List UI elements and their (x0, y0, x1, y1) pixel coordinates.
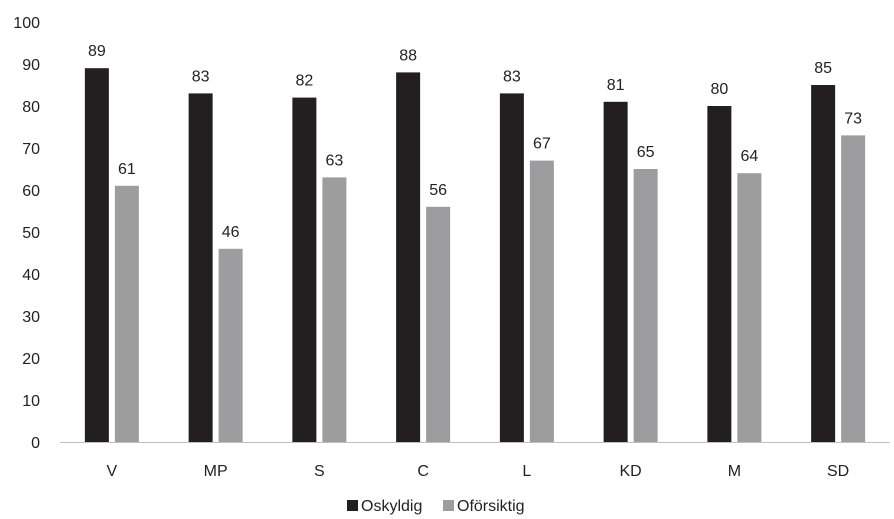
bar-series-2 (841, 135, 866, 442)
y-tick-label: 40 (22, 267, 40, 284)
data-label: 88 (399, 47, 417, 64)
data-labels: 89 61 83 46 82 63 88 56 83 67 81 65 80 64 85 73 (88, 43, 862, 241)
y-tick-label: 50 (22, 225, 40, 242)
x-tick-label: M (728, 463, 741, 480)
data-label: 85 (814, 60, 832, 77)
legend-label: Oskyldig (361, 498, 422, 515)
bar-series-2 (218, 248, 243, 442)
legend-swatch (443, 500, 454, 511)
y-axis: 0 10 20 30 40 50 60 70 80 90 100 (13, 15, 40, 452)
legend-swatch (347, 500, 358, 511)
data-label: 81 (607, 77, 625, 94)
bar-series-1 (188, 93, 213, 443)
x-axis: V MP S C L KD M SD (107, 463, 850, 480)
data-label: 46 (222, 224, 240, 241)
x-tick-label: L (522, 463, 531, 480)
bar-series-2 (529, 160, 554, 442)
data-label: 83 (503, 68, 521, 85)
data-label: 67 (533, 136, 551, 153)
bar-series-2 (737, 173, 762, 442)
data-label: 82 (295, 73, 313, 90)
legend-label: Oförsiktig (457, 498, 525, 515)
legend: Oskyldig Oförsiktig (347, 498, 525, 515)
y-tick-label: 90 (22, 57, 40, 74)
y-tick-label: 30 (22, 309, 40, 326)
data-label: 64 (740, 148, 758, 165)
bar-series-1 (603, 101, 628, 443)
y-tick-label: 10 (22, 393, 40, 410)
bar-series-1 (396, 72, 421, 443)
bar-series-1 (811, 85, 836, 442)
bar-series-2 (114, 185, 139, 443)
bar-series-2 (426, 206, 451, 442)
x-tick-label: S (314, 463, 325, 480)
x-tick-label: MP (204, 463, 228, 480)
data-label: 83 (192, 68, 210, 85)
bars (84, 68, 866, 443)
x-tick-label: KD (620, 463, 642, 480)
y-tick-label: 80 (22, 99, 40, 116)
y-tick-label: 70 (22, 141, 40, 158)
data-label: 63 (325, 152, 343, 169)
data-label: 56 (429, 182, 447, 199)
y-tick-label: 60 (22, 183, 40, 200)
bar-series-2 (633, 169, 658, 442)
data-label: 89 (88, 43, 106, 60)
bar-series-1 (499, 93, 524, 443)
data-label: 73 (844, 110, 862, 127)
data-label: 65 (637, 144, 655, 161)
x-tick-label: SD (827, 463, 849, 480)
data-label: 80 (710, 81, 728, 98)
y-tick-label: 100 (13, 15, 40, 32)
bar-series-2 (322, 177, 347, 442)
y-tick-label: 0 (31, 435, 40, 452)
bar-series-1 (84, 68, 109, 442)
x-tick-label: C (417, 463, 429, 480)
bar-series-1 (707, 106, 732, 442)
y-tick-label: 20 (22, 351, 40, 368)
x-tick-label: V (107, 463, 118, 480)
bar-series-1 (292, 97, 317, 442)
data-label: 61 (118, 161, 136, 178)
